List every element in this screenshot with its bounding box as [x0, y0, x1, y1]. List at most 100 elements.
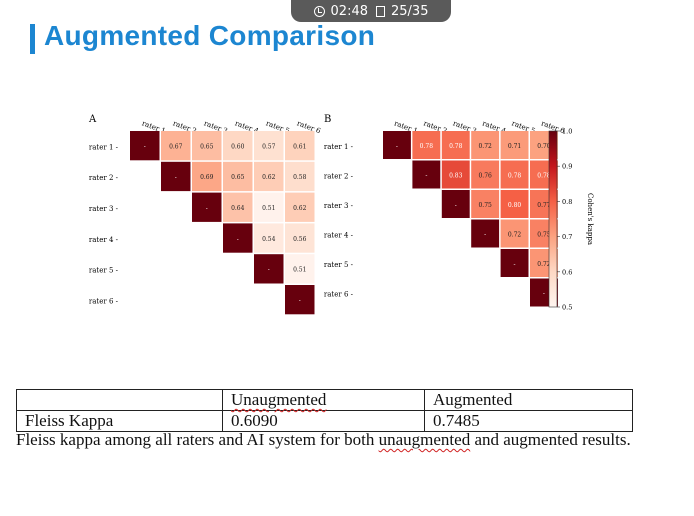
heatmap-cell: [223, 192, 253, 222]
panel-label-a: A: [88, 114, 97, 125]
time-label: 02:48: [330, 3, 368, 19]
cell-value-label: 0.51: [262, 205, 275, 212]
cell-augmented: 0.7485: [424, 410, 633, 432]
slide-counter: 25/35: [391, 3, 429, 19]
cell-value-label: -: [543, 290, 545, 297]
heatmap-cell: [223, 223, 253, 253]
heatmap-cell: [254, 131, 284, 161]
cell-value-label: 0.67: [169, 143, 183, 150]
row-tick-label: rater 4 -: [89, 236, 119, 244]
header-unaugmented-label: Unaugmented: [231, 390, 327, 409]
table-row: Fleiss Kappa 0.6090 0.7485: [16, 410, 633, 432]
colorbar: [548, 130, 558, 308]
heatmap-cell: [254, 161, 284, 192]
presentation-status-bar: 02:48 25/35: [291, 0, 451, 22]
cell-value-label: 0.72: [537, 261, 551, 268]
heatmap-cell: [254, 192, 284, 222]
title-accent-bar: [30, 24, 35, 54]
heatmap-cell: [383, 131, 411, 159]
row-tick-label: rater 6 -: [89, 297, 119, 305]
cell-value-label: 0.57: [262, 143, 276, 150]
cell-value-label: 0.61: [293, 143, 306, 150]
cell-value-label: 0.62: [293, 205, 307, 212]
heatmap-cell: [161, 131, 191, 161]
cell-value-label: 0.77: [537, 202, 551, 209]
heatmap-cell: [223, 161, 253, 192]
row-tick-label: rater 5 -: [324, 261, 354, 269]
caption-part-1: Fleiss kappa among all raters and AI sys…: [16, 430, 379, 449]
cell-value-label: 0.72: [478, 143, 492, 150]
cell-value-label: 0.58: [293, 174, 307, 181]
cell-value-label: -: [514, 261, 516, 268]
colorbar-tick-label: 1.0: [562, 128, 572, 136]
heatmap-cell: [500, 131, 529, 159]
heatmap-cell: [441, 190, 470, 218]
colorbar-tick-label: 0.7: [562, 233, 572, 241]
cell-value-label: -: [455, 202, 457, 209]
heatmap-cell: [500, 249, 529, 277]
cell-value-label: 0.65: [200, 143, 214, 150]
cell-value-label: 0.75: [478, 202, 492, 209]
row-tick-label: rater 2 -: [324, 172, 354, 180]
row-label: Fleiss Kappa: [16, 410, 223, 432]
heatmap-cell: [285, 223, 315, 253]
colorbar-tick-label: 0.5: [562, 304, 572, 312]
heatmap-cell: [192, 131, 222, 161]
cell-value-label: -: [425, 172, 427, 179]
heatmap-cell: [441, 131, 470, 159]
cell-value-label: 0.72: [508, 231, 522, 238]
heatmap-cell: [471, 160, 500, 189]
fleiss-kappa-table: Unaugmented Augmented Fleiss Kappa 0.609…: [16, 389, 633, 432]
row-tick-label: rater 1 -: [324, 143, 354, 151]
row-tick-label: rater 5 -: [89, 267, 119, 275]
slide-icon: [376, 5, 385, 17]
cell-value-label: 0.60: [231, 143, 245, 150]
heatmap-cell: [500, 190, 529, 218]
slide-title: Augmented Comparison: [44, 20, 376, 51]
cell-value-label: -: [175, 174, 177, 181]
colorbar-tick-label: 0.6: [562, 268, 572, 276]
cell-value-label: -: [299, 297, 301, 304]
heatmap-cell: [285, 192, 315, 222]
cell-value-label: -: [144, 143, 146, 150]
clock-icon: [313, 5, 325, 17]
heatmap-cell: [500, 160, 529, 189]
colorbar-label: Cohen's kappa: [586, 193, 594, 245]
cell-value-label: -: [237, 236, 239, 243]
cell-value-label: 0.78: [420, 143, 434, 150]
row-tick-label: rater 6 -: [324, 290, 354, 298]
cell-value-label: -: [206, 205, 208, 212]
cell-value-label: 0.78: [449, 143, 463, 150]
heatmap-cell: [471, 190, 500, 218]
cell-value-label: 0.62: [262, 174, 276, 181]
colorbar-tick-label: 0.9: [562, 163, 572, 171]
cell-value-label: -: [396, 143, 398, 150]
cell-value-label: 0.65: [231, 174, 245, 181]
heatmap-cell: [161, 161, 191, 192]
cell-value-label: 0.78: [537, 172, 551, 179]
heatmap-cell: [285, 254, 315, 284]
row-tick-label: rater 2 -: [89, 174, 119, 182]
heatmap-cell: [130, 131, 160, 161]
heatmap-cell: [192, 192, 222, 222]
cell-value-label: 0.70: [537, 143, 551, 150]
heatmap-cell: [254, 254, 284, 284]
caption-part-2: unaugmented: [378, 430, 471, 449]
table-header-unaugmented: Unaugmented: [222, 389, 425, 411]
cell-value-label: 0.71: [508, 143, 521, 150]
cell-value-label: 0.83: [449, 172, 463, 179]
heatmap-cell: [441, 160, 470, 189]
cell-value-label: 0.69: [200, 174, 214, 181]
heatmap-cell: [223, 131, 253, 161]
cell-value-label: 0.56: [293, 236, 307, 243]
heatmap-cell: [412, 160, 441, 189]
heatmap-cell: [254, 223, 284, 253]
heatmap-cell: [285, 131, 315, 161]
row-tick-label: rater 3 -: [324, 202, 354, 210]
table-caption: Fleiss kappa among all raters and AI sys…: [16, 430, 688, 450]
cell-value-label: 0.64: [231, 205, 245, 212]
row-tick-label: rater 4 -: [324, 231, 354, 239]
cell-value-label: -: [484, 231, 486, 238]
